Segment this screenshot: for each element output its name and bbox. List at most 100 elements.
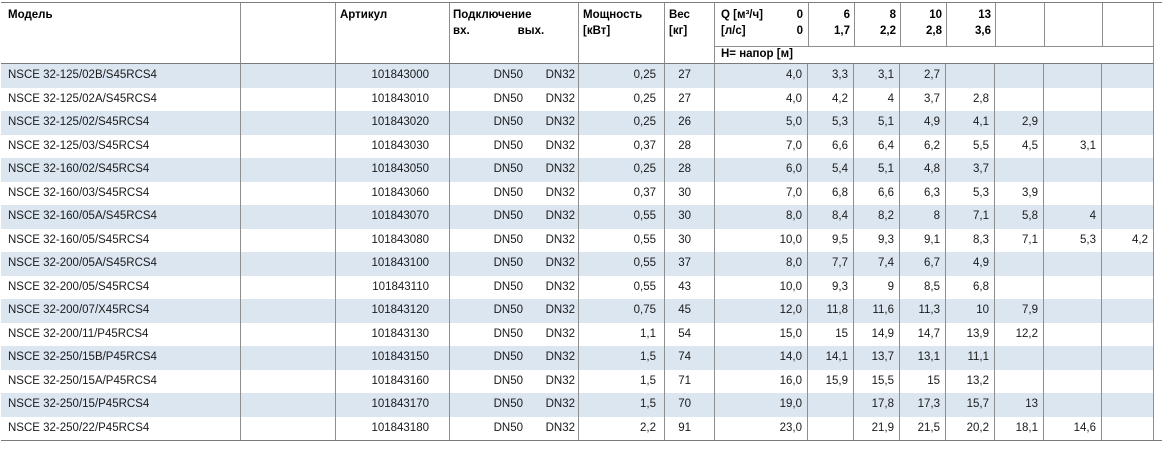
cell-article: 101843150: [335, 346, 449, 370]
cell-inlet: DN50: [449, 181, 525, 205]
cell-head-1: [807, 416, 853, 440]
cell-head-5: 5,8: [994, 205, 1043, 229]
cell-head-0: 8,0: [714, 252, 807, 276]
cell-head-2: 6,4: [853, 134, 899, 158]
header-q-cell: Q [м³/ч] 0 [л/с] 0: [715, 3, 808, 46]
cell-outlet: DN32: [545, 233, 575, 246]
cell-model: NSCE 32-200/07/X45RCS4: [8, 304, 150, 316]
cell-model: NSCE 32-250/15B/P45RCS4: [8, 351, 157, 363]
cell-head-6: [1043, 181, 1101, 205]
cell-head-6: [1043, 64, 1101, 88]
cell-head-3: 14,7: [899, 322, 945, 346]
cell-head-7: 4,2: [1101, 228, 1153, 252]
header-power-unit: [кВт]: [583, 25, 611, 37]
cell-power: 0,25: [578, 111, 664, 135]
cell-head-2: 6,6: [853, 181, 899, 205]
cell-head-0: 23,0: [714, 416, 807, 440]
cell-head-6: [1043, 275, 1101, 299]
header-inlet-label: вх.: [453, 25, 470, 37]
cell-inlet: DN50: [449, 369, 525, 393]
cell-head-0: 4,0: [714, 64, 807, 88]
cell-model: NSCE 32-200/11/P45RCS4: [8, 327, 149, 340]
cell-head-7: [1101, 275, 1153, 299]
cell-weight: 28: [664, 158, 714, 182]
cell-head-1: 9,5: [807, 228, 853, 252]
cell-head-3: 4,9: [899, 111, 945, 135]
cell-model: NSCE 32-160/05A/S45RCS4: [8, 210, 157, 222]
cell-gap: [240, 111, 335, 135]
header-flow-col: 6 1,7: [808, 3, 854, 47]
cell-head-5: [994, 346, 1043, 370]
cell-head-4: 11,1: [945, 346, 994, 370]
cell-head-3: 9,1: [899, 228, 945, 252]
cell-inlet: DN50: [449, 252, 525, 276]
header-power-title: Мощность: [583, 9, 643, 21]
cell-article: 101843170: [335, 393, 449, 417]
cell-head-0: 8,0: [714, 205, 807, 229]
cell-head-7: [1101, 252, 1153, 276]
cell-gap: [240, 87, 335, 111]
cell-head-2: 9,3: [853, 228, 899, 252]
cell-head-0: 14,0: [714, 346, 807, 370]
cell-model: NSCE 32-200/05/S45RCS4: [8, 280, 150, 293]
cell-head-2: 5,1: [853, 111, 899, 135]
cell-head-5: 4,5: [994, 134, 1043, 158]
cell-head-7: [1101, 87, 1153, 111]
cell-outlet: DN32: [545, 210, 575, 222]
cell-head-4: 8,3: [945, 228, 994, 252]
pump-table-wrapper: Модель Артикул Подключение вх. вых. Мощн…: [1, 2, 1162, 441]
cell-power: 1,5: [578, 369, 664, 393]
cell-outlet: DN32: [545, 257, 575, 269]
table-row: NSCE 32-250/15A/P45RCS4 101843160 DN50 DN32…: [1, 369, 1153, 393]
cell-head-5: [994, 369, 1043, 393]
cell-head-4: 3,7: [945, 158, 994, 182]
cell-head-4: 13,9: [945, 322, 994, 346]
table-row: NSCE 32-250/15B/P45RCS4 101843150 DN50 DN32…: [1, 346, 1153, 370]
cell-weight: 30: [664, 205, 714, 229]
table-row: NSCE 32-125/02A/S45RCS4 101843010 DN50 DN32…: [1, 87, 1153, 111]
cell-article: 101843070: [335, 205, 449, 229]
cell-head-0: 7,0: [714, 134, 807, 158]
cell-model: NSCE 32-250/15/P45RCS4: [8, 398, 150, 410]
cell-inlet: DN50: [449, 393, 525, 417]
cell-head-2: 8,2: [853, 205, 899, 229]
cell-head-5: 18,1: [994, 416, 1043, 440]
cell-head-3: 6,7: [899, 252, 945, 276]
cell-inlet: DN50: [449, 158, 525, 182]
cell-power: 0,25: [578, 158, 664, 182]
cell-article: 101843180: [335, 416, 449, 440]
cell-head-4: 7,1: [945, 205, 994, 229]
cell-head-1: 5,3: [807, 111, 853, 135]
cell-head-5: [994, 252, 1043, 276]
cell-article: 101843010: [335, 87, 449, 111]
cell-gap: [240, 416, 335, 440]
header-weight-title: Вес: [669, 9, 690, 21]
cell-head-7: [1101, 111, 1153, 135]
cell-head-5: 13: [994, 393, 1043, 417]
cell-head-6: [1043, 369, 1101, 393]
cell-model: NSCE 32-160/02/S45RCS4: [8, 163, 150, 175]
cell-head-1: 11,8: [807, 299, 853, 323]
cell-head-3: 15: [899, 369, 945, 393]
cell-gap: [240, 275, 335, 299]
cell-head-0: 15,0: [714, 322, 807, 346]
cell-power: 0,37: [578, 181, 664, 205]
cell-head-6: [1043, 322, 1101, 346]
cell-article: 101843020: [335, 111, 449, 135]
cell-head-5: [994, 158, 1043, 182]
cell-head-0: 10,0: [714, 275, 807, 299]
cell-article: 101843110: [335, 275, 449, 299]
cell-head-5: 7,1: [994, 228, 1043, 252]
table-row: NSCE 32-250/15/P45RCS4 101843170 DN50 DN32 1…: [1, 393, 1153, 417]
cell-weight: 30: [664, 228, 714, 252]
header-weight: Вес [кг]: [664, 3, 714, 63]
table-row: NSCE 32-160/03/S45RCS4 101843060 DN50 DN32 0…: [1, 181, 1153, 205]
cell-model: NSCE 32-125/02/S45RCS4: [8, 116, 150, 128]
cell-inlet: DN50: [449, 416, 525, 440]
cell-outlet: DN32: [545, 116, 575, 128]
header-ls-zero: 0: [796, 25, 803, 37]
cell-head-5: [994, 87, 1043, 111]
cell-article: 101843060: [335, 181, 449, 205]
header-flow-col: 10 2,8: [900, 3, 946, 47]
